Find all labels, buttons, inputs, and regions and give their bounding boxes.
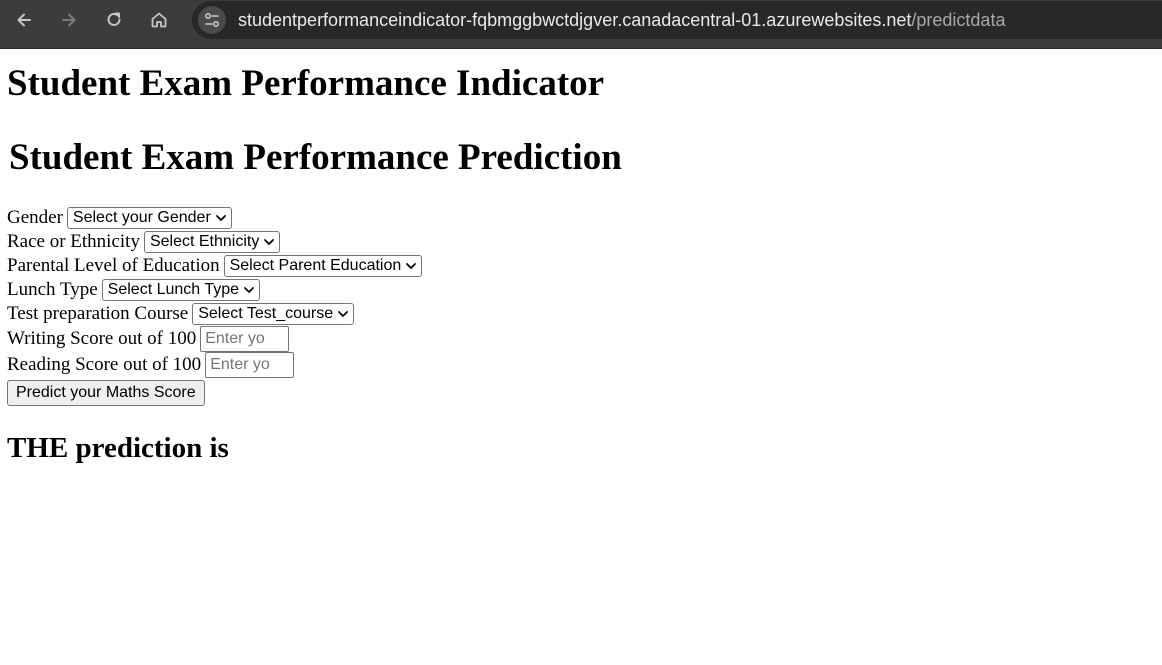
predict-button[interactable]: Predict your Maths Score: [7, 380, 205, 406]
chevron-down-icon: [215, 215, 226, 221]
ethnicity-label: Race or Ethnicity: [7, 231, 140, 252]
url-path: /predictdata: [911, 10, 1006, 30]
chevron-down-icon: [264, 239, 275, 245]
url-host: studentperformanceindicator-fqbmggbwctdj…: [238, 10, 912, 30]
gender-label: Gender: [7, 207, 63, 228]
ethnicity-select[interactable]: Select Ethnicity: [143, 231, 281, 253]
ethnicity-select-value: Select Ethnicity: [149, 233, 260, 250]
gender-row: Gender Select your Gender: [7, 207, 232, 229]
test-prep-select[interactable]: Select Test_course: [192, 303, 355, 325]
writing-score-input[interactable]: [200, 326, 290, 352]
url-text[interactable]: studentperformanceindicator-fqbmggbwctdj…: [238, 10, 1005, 30]
home-icon: [151, 12, 167, 28]
parental-education-select[interactable]: Select Parent Education: [223, 255, 423, 277]
reading-score-row: Reading Score out of 100: [7, 352, 295, 378]
parental-education-label: Parental Level of Education: [7, 255, 220, 276]
forward-button[interactable]: [53, 4, 85, 36]
gender-select[interactable]: Select your Gender: [66, 207, 232, 229]
address-bar[interactable]: studentperformanceindicator-fqbmggbwctdj…: [192, 1, 1162, 39]
home-button[interactable]: [143, 4, 175, 36]
browser-toolbar: studentperformanceindicator-fqbmggbwctdj…: [0, 0, 1162, 49]
forward-arrow-icon: [62, 13, 76, 27]
parental-education-row: Parental Level of Education Select Paren…: [7, 255, 423, 277]
chevron-down-icon: [244, 287, 254, 293]
prediction-heading: THE prediction is: [7, 432, 229, 464]
back-button[interactable]: [8, 4, 40, 36]
writing-score-row: Writing Score out of 100: [7, 326, 290, 352]
lunch-select[interactable]: Select Lunch Type: [101, 279, 261, 301]
ethnicity-row: Race or Ethnicity Select Ethnicity: [7, 231, 281, 253]
reading-score-label: Reading Score out of 100: [7, 354, 202, 375]
lunch-row: Lunch Type Select Lunch Type: [7, 279, 261, 301]
site-info-icon: [205, 13, 219, 27]
back-arrow-icon: [17, 13, 31, 27]
test-prep-row: Test preparation Course Select Test_cour…: [7, 303, 355, 325]
chevron-down-icon: [406, 263, 417, 269]
chevron-down-icon: [338, 311, 349, 317]
reading-score-input[interactable]: [205, 352, 295, 378]
writing-score-label: Writing Score out of 100: [7, 328, 197, 349]
lunch-label: Lunch Type: [7, 279, 98, 300]
test-prep-label: Test preparation Course: [7, 303, 189, 324]
test-prep-select-value: Select Test_course: [198, 305, 334, 322]
page-content: Student Exam Performance Indicator Stude…: [0, 49, 1162, 665]
site-info-button[interactable]: [198, 6, 226, 34]
page-subtitle: Student Exam Performance Prediction: [9, 137, 622, 178]
gender-select-value: Select your Gender: [72, 209, 211, 226]
reload-button[interactable]: [98, 4, 130, 36]
lunch-select-value: Select Lunch Type: [107, 281, 240, 298]
parental-education-select-value: Select Parent Education: [229, 257, 402, 274]
page-title: Student Exam Performance Indicator: [7, 63, 605, 104]
reload-icon: [107, 12, 121, 26]
